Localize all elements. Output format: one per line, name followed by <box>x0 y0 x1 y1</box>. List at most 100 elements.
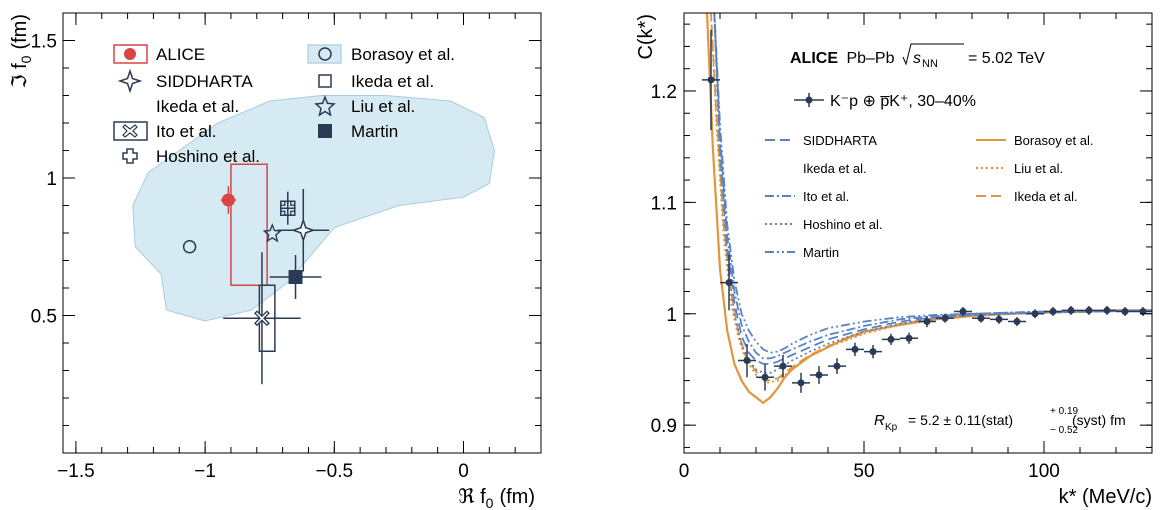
data-point <box>1062 305 1080 315</box>
left-y-axis-title: ℑ f0(fm) <box>9 14 34 88</box>
left-panel: −1.5 −1 −0.5 0 0.5 1 1.5 ℜ f0 (fm) ℑ f0(fm) ALI… <box>9 12 542 510</box>
header-sqrt-s: s <box>913 50 921 67</box>
point-alice <box>220 163 268 286</box>
data-point <box>774 354 792 378</box>
legend-label: Ikeda et al. <box>1014 189 1078 204</box>
legend-label: Hoshino et al. <box>156 147 260 166</box>
annotation-down: − 0.52 <box>1050 425 1079 436</box>
data-marker <box>941 314 949 322</box>
legend-item-borasoy-et-al-: Borasoy et al. <box>976 133 1094 148</box>
curve-siddharta <box>713 13 1152 365</box>
data-point <box>864 344 882 359</box>
open-cross-marker <box>280 200 296 216</box>
legend-item-siddharta: SIDDHARTA <box>765 133 877 148</box>
point-hoshino-et-al- <box>280 200 296 216</box>
data-point <box>702 29 720 130</box>
annotation-sub: Kp <box>885 422 898 433</box>
legend-label: SIDDHARTA <box>156 72 253 91</box>
data-point <box>900 332 918 344</box>
curve-hoshino-et-al- <box>713 13 1152 374</box>
systematic-box <box>230 163 268 286</box>
y-tick-label: 0.9 <box>651 416 677 437</box>
legend-item-ikeda-et-al-: Ikeda et al. <box>803 161 867 176</box>
data-marker <box>1031 310 1039 318</box>
data-marker <box>977 314 985 322</box>
data-point <box>1044 307 1062 316</box>
header-sqrt-sub: NN <box>922 58 938 70</box>
data-point <box>720 254 738 311</box>
star4-marker <box>290 217 316 243</box>
svg-text:ALICE Pb–Pb: ALICE Pb–Pb <box>790 50 895 67</box>
data-marker <box>1049 308 1057 316</box>
y-tick-label: 1.1 <box>651 193 677 214</box>
cross-marker <box>254 310 270 327</box>
borasoy-band <box>132 95 496 322</box>
curve-martin <box>713 13 1152 354</box>
header-experiment: ALICE <box>790 50 838 67</box>
filled-square-marker <box>288 270 303 284</box>
x-tick-label: 0 <box>679 461 690 482</box>
legend-item-ito: Ito et al. <box>113 121 216 141</box>
band-legend-icon <box>307 44 342 64</box>
right-header: ALICE Pb–Pb s NN = 5.02 TeV <box>790 43 1045 70</box>
x-tick-label: −1 <box>194 461 216 482</box>
right-x-axis-title: k* (MeV/c) <box>1059 486 1152 508</box>
legend-label: Ikeda et al. <box>803 161 867 176</box>
ito-legend-box-icon <box>113 121 148 141</box>
open-square-icon <box>318 74 332 88</box>
right-annotation: R Kp = 5.2 ± 0.11(stat) + 0.19 − 0.52 (s… <box>874 406 1126 436</box>
data-marker <box>833 362 841 370</box>
open-star-icon <box>314 94 336 117</box>
data-point <box>1116 307 1134 316</box>
legend-item-martin: Martin <box>765 245 839 260</box>
filled-square-icon <box>318 124 332 138</box>
legend-label: Martin <box>803 245 839 260</box>
open-circle-icon <box>318 47 332 61</box>
data-marker <box>869 348 877 356</box>
data-marker <box>923 318 931 326</box>
alice-legend-box-icon <box>113 44 148 64</box>
legend-item-borasoy: Borasoy et al. <box>307 44 455 64</box>
x-tick-label: −0.5 <box>316 461 354 482</box>
data-point <box>792 372 810 393</box>
data-marker <box>779 362 787 370</box>
open-cross-icon <box>122 148 138 164</box>
curve-ito-et-al- <box>713 13 1152 360</box>
star4-icon <box>117 68 143 94</box>
y-tick-label: 1.2 <box>651 82 677 103</box>
right-axis-ticks: 0 50 100 0.9 1 1.1 1.2 <box>651 13 1153 482</box>
data-marker <box>851 345 859 353</box>
filled-circle-marker <box>221 193 235 207</box>
legend-label: Ito et al. <box>156 122 216 141</box>
right-theory-legend: SIDDHARTA Ikeda et al. Ito et al. Hoshino e… <box>765 133 1094 260</box>
legend-item-ikeda-et-al-: Ikeda et al. <box>976 189 1078 204</box>
x-tick-label: 50 <box>853 461 874 482</box>
legend-label: ALICE <box>156 45 205 64</box>
filled-circle-icon <box>124 48 136 60</box>
data-marker <box>959 308 967 316</box>
x-tick-label: −1.5 <box>57 461 95 482</box>
legend-item-siddharta: SIDDHARTA <box>117 68 253 94</box>
data-point <box>846 342 864 357</box>
data-point <box>936 313 954 323</box>
y-tick-label: 1 <box>46 169 57 190</box>
legend-label: Ikeda et al. <box>156 97 239 116</box>
point-martin <box>269 255 322 299</box>
data-marker <box>1103 306 1111 314</box>
point-ito-et-al- <box>223 252 301 385</box>
right-data-legend: K⁻p ⊕ p̅K⁺, 30–40% <box>794 93 976 110</box>
right-y-axis-title: C(k*) <box>635 14 657 60</box>
right-panel: 0 50 100 0.9 1 1.1 1.2 k* (MeV/c) C(k*) ALICE … <box>635 12 1153 508</box>
data-point <box>882 333 900 345</box>
data-marker <box>887 335 895 343</box>
annotation-r: R <box>874 412 885 429</box>
data-marker <box>761 373 769 381</box>
legend-item-alice: ALICE <box>113 44 205 64</box>
data-point <box>1008 317 1026 327</box>
legend-label: SIDDHARTA <box>803 133 877 148</box>
right-data-points <box>702 29 1152 393</box>
data-marker <box>995 315 1003 323</box>
data-marker <box>725 279 733 287</box>
data-marker <box>797 379 805 387</box>
sqrt-icon <box>902 43 964 66</box>
